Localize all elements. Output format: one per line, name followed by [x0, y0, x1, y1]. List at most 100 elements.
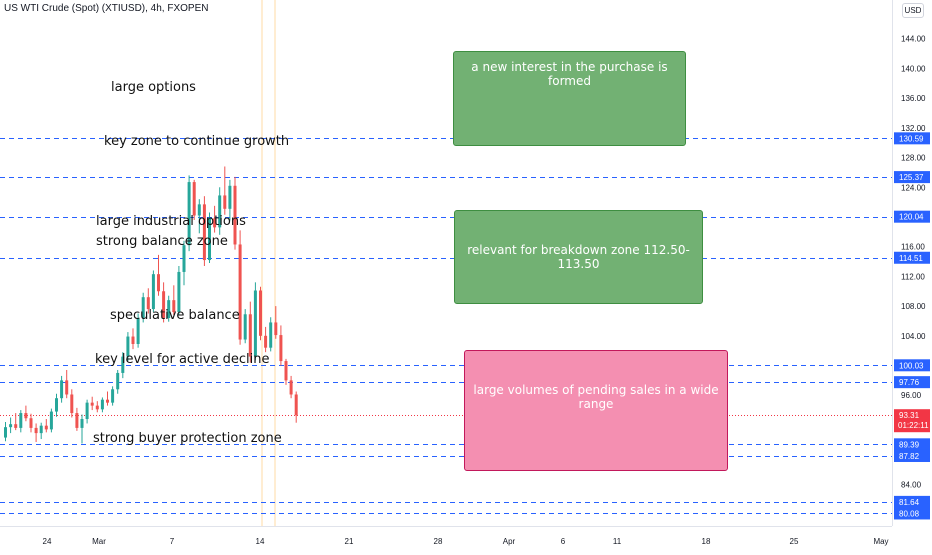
time-axis[interactable]: 24 Mar 7 14 21 28 Apr 6 11 18 25 May	[43, 537, 889, 546]
price-badge	[894, 210, 930, 223]
candle-body	[111, 389, 115, 403]
price-tick-label: 124.00	[901, 183, 926, 192]
candle-body	[182, 245, 186, 272]
symbol-title[interactable]: US WTI Crude (Spot) (XTIUSD), 4h, FXOPEN	[4, 3, 209, 14]
time-tick-label: 28	[434, 537, 443, 546]
candle-body	[218, 195, 222, 228]
time-tick-label: 24	[43, 537, 52, 546]
price-badge-label: 97.76	[899, 378, 920, 387]
box-pending-sales-text: large volumes of pending sales in a wide…	[473, 383, 719, 411]
candle-body	[29, 418, 33, 428]
price-badge	[894, 171, 930, 184]
price-badge-label: 87.82	[899, 452, 920, 461]
price-badge	[894, 495, 930, 508]
candle-body	[172, 300, 176, 313]
candle-body	[90, 402, 94, 406]
price-badges: 130.59 125.37 120.04 114.51 100.03 97.76 89.39…	[894, 132, 930, 520]
price-tick-label: 136.00	[901, 94, 926, 103]
candle-body	[259, 290, 262, 336]
time-tick-label: Apr	[503, 537, 516, 546]
candle-body	[146, 297, 150, 310]
candle-body	[65, 380, 69, 395]
price-tick-label: 144.00	[901, 35, 926, 44]
candle-body	[238, 244, 242, 340]
price-badge	[894, 449, 930, 462]
price-tick-label: 140.00	[901, 64, 926, 73]
candle-body	[14, 424, 18, 428]
note-speculative-balance: speculative balance	[110, 308, 240, 323]
candle-body	[4, 427, 7, 438]
price-badge-label: 100.03	[899, 361, 924, 370]
candle-body	[49, 411, 53, 430]
candle-body	[85, 402, 89, 419]
countdown-label: 01:22:11	[898, 421, 929, 430]
candle-body	[233, 185, 237, 245]
candle-body	[248, 314, 252, 357]
candle-body	[151, 274, 155, 310]
time-tick-label: 6	[561, 537, 566, 546]
price-badge	[894, 251, 930, 264]
candle-body	[95, 405, 99, 410]
price-badge	[894, 359, 930, 372]
candle-body	[274, 322, 278, 336]
candle-body	[141, 297, 145, 318]
price-badge-label: 80.08	[899, 509, 920, 518]
candle-body	[126, 336, 130, 357]
candle-body	[131, 336, 135, 344]
price-tick-label: 96.00	[901, 391, 922, 400]
candle-body	[162, 291, 166, 318]
candle-body	[187, 182, 191, 246]
candle-body	[269, 322, 273, 348]
price-badge-label: 81.64	[899, 498, 920, 507]
box-breakdown-text: relevant for breakdown zone 112.50-113.5…	[467, 243, 690, 271]
time-tick-label: 18	[702, 537, 711, 546]
box-breakdown[interactable]: relevant for breakdown zone 112.50-113.5…	[454, 210, 703, 304]
time-tick-label: 14	[256, 537, 265, 546]
candle-body	[197, 204, 201, 216]
candle-body	[177, 271, 181, 313]
price-badge-label: 89.39	[899, 440, 920, 449]
price-tick-label: 108.00	[901, 302, 926, 311]
level-lines[interactable]	[0, 138, 892, 514]
price-badge-label: 114.51	[899, 254, 923, 263]
price-tick-label: 84.00	[901, 480, 922, 489]
candle-body	[24, 413, 28, 419]
candle-body	[228, 185, 232, 209]
candle-body	[167, 300, 171, 318]
candle-body	[264, 335, 268, 348]
price-badge	[894, 438, 930, 451]
price-tick-label: 112.00	[901, 272, 925, 281]
candle-body	[208, 218, 211, 261]
candle-body	[136, 317, 140, 344]
note-key-level-decline: key level for active decline	[95, 352, 270, 367]
time-tick-label: 21	[345, 537, 354, 546]
candle-body	[192, 182, 196, 216]
price-badge	[894, 409, 930, 433]
candle-body	[243, 314, 247, 340]
box-purchase-interest[interactable]: a new interest in the purchase is formed	[453, 51, 686, 146]
candle-body	[116, 372, 120, 390]
currency-badge[interactable]: USD	[902, 3, 924, 18]
candle-body	[70, 394, 74, 414]
session-lines	[261, 0, 276, 526]
note-key-zone: key zone to continue growth	[104, 134, 290, 149]
time-tick-label: 7	[170, 537, 175, 546]
price-badge-label: 93.31	[899, 411, 920, 420]
candle-body	[100, 399, 104, 410]
price-tick-label: 132.00	[901, 124, 926, 133]
candle-body	[284, 361, 288, 381]
candle-body	[223, 195, 227, 209]
note-large-options: large options	[111, 80, 196, 95]
candle-body	[202, 204, 206, 261]
box-pending-sales[interactable]: large volumes of pending sales in a wide…	[464, 350, 728, 471]
price-badge-label: 120.04	[899, 213, 924, 222]
candle-body	[253, 290, 257, 357]
price-tick-label: 128.00	[901, 154, 926, 163]
price-badge-label: 125.37	[899, 173, 924, 182]
candle-body	[9, 424, 13, 428]
price-badge	[894, 376, 930, 389]
note-industrial-options: large industrial options	[96, 214, 246, 229]
price-badge	[894, 132, 930, 145]
